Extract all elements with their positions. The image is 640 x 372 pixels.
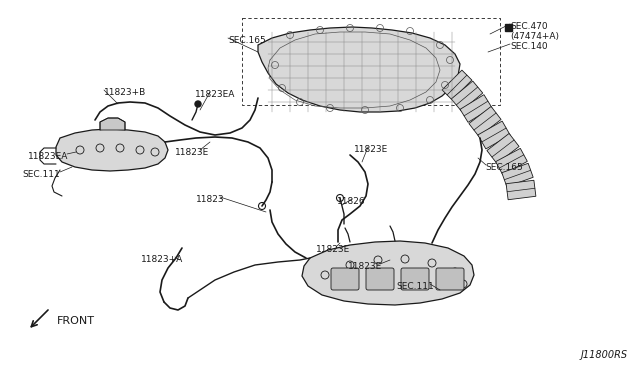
Polygon shape [451, 81, 483, 111]
Text: 11823+B: 11823+B [104, 88, 147, 97]
Polygon shape [478, 121, 510, 149]
Bar [505, 24, 512, 31]
Circle shape [195, 101, 201, 107]
FancyBboxPatch shape [366, 268, 394, 290]
Text: 11823+A: 11823+A [141, 255, 183, 264]
Text: SEC.111: SEC.111 [396, 282, 434, 291]
Text: J11800RS: J11800RS [581, 350, 628, 360]
Polygon shape [100, 118, 125, 130]
Polygon shape [495, 148, 527, 174]
Text: SEC.140: SEC.140 [510, 42, 548, 51]
Text: SEC.111: SEC.111 [22, 170, 60, 179]
Polygon shape [442, 70, 472, 100]
Text: 11823EA: 11823EA [28, 152, 68, 161]
Text: SEC.470: SEC.470 [510, 22, 548, 31]
Polygon shape [506, 180, 536, 200]
Polygon shape [487, 134, 519, 164]
Text: 11826: 11826 [337, 197, 365, 206]
FancyBboxPatch shape [401, 268, 429, 290]
FancyBboxPatch shape [436, 268, 464, 290]
Polygon shape [460, 94, 492, 122]
Polygon shape [469, 106, 501, 137]
Text: FRONT: FRONT [57, 316, 95, 326]
Text: 11823E: 11823E [348, 262, 382, 271]
Text: (47474+A): (47474+A) [510, 32, 559, 41]
Text: SEC.165: SEC.165 [485, 163, 523, 172]
Polygon shape [502, 163, 533, 187]
FancyBboxPatch shape [331, 268, 359, 290]
Polygon shape [56, 129, 168, 171]
Text: 11823EA: 11823EA [195, 90, 236, 99]
Text: 11823: 11823 [196, 195, 225, 204]
Text: 11823E: 11823E [354, 145, 388, 154]
Text: 11823E: 11823E [316, 245, 350, 254]
Text: SEC.165: SEC.165 [228, 36, 266, 45]
Polygon shape [258, 27, 460, 112]
Polygon shape [302, 241, 474, 305]
Text: 11823E: 11823E [175, 148, 209, 157]
